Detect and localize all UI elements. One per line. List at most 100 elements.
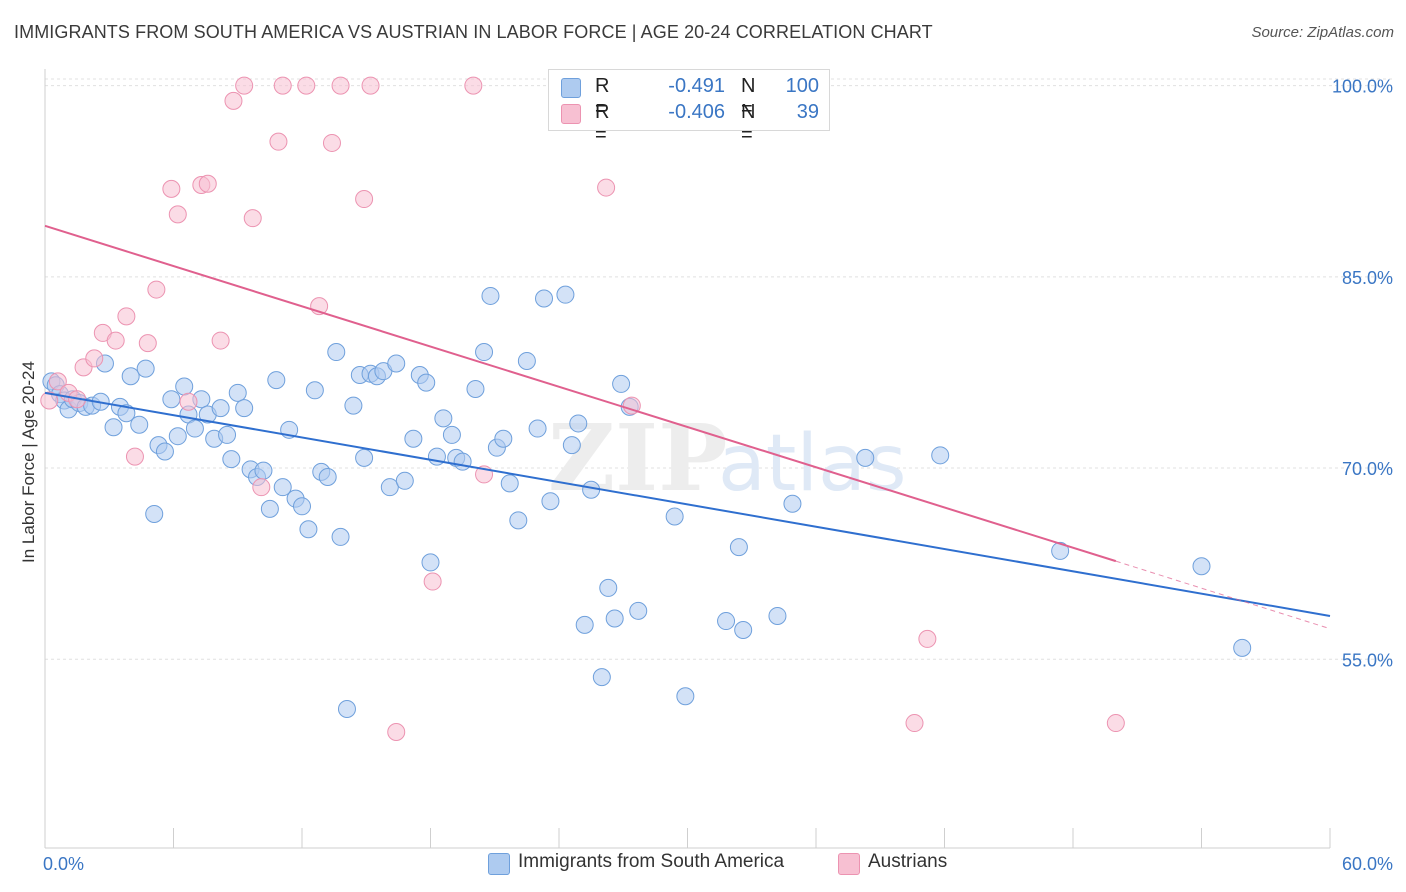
pink-point xyxy=(464,76,483,95)
pink-point xyxy=(117,307,136,326)
x-tick-label: 60.0% xyxy=(1342,854,1393,874)
blue-point xyxy=(355,448,374,467)
blue-point xyxy=(254,461,273,480)
watermark: ZIP atlas xyxy=(548,404,907,512)
blue-point xyxy=(117,404,136,423)
legend-n-value: 39 xyxy=(796,101,819,123)
grid-layer xyxy=(45,78,1392,660)
pink-point xyxy=(322,133,341,152)
blue-point xyxy=(404,429,423,448)
blue-point xyxy=(528,419,547,438)
legend-swatch-blue xyxy=(561,78,581,98)
blue-point xyxy=(337,700,356,719)
pink-trendline-extension xyxy=(1115,560,1331,630)
pink-point xyxy=(597,178,616,197)
pink-point xyxy=(269,132,288,151)
blue-point xyxy=(556,285,575,304)
pink-point xyxy=(297,76,316,95)
blue-point xyxy=(665,507,684,526)
blue-point xyxy=(222,450,241,469)
bottom-legend-swatch-blue xyxy=(488,853,510,875)
blue-point xyxy=(218,425,237,444)
pink-point xyxy=(48,372,67,391)
blue-point xyxy=(273,478,292,497)
bottom-legend-label: Austrians xyxy=(868,851,948,872)
blue-point xyxy=(267,371,286,390)
pink-point xyxy=(1106,714,1125,733)
blue-point xyxy=(130,415,149,434)
pink-trendline xyxy=(44,224,1117,563)
chart-title: IMMIGRANTS FROM SOUTH AMERICA VS AUSTRIA… xyxy=(14,22,933,42)
blue-point xyxy=(500,474,519,493)
pink-point xyxy=(106,331,125,350)
blue-point xyxy=(305,381,324,400)
bottom-legend-label: Immigrants from South America xyxy=(518,851,785,872)
blue-point xyxy=(535,289,554,308)
blue-point xyxy=(211,399,230,418)
chart-source: Source: ZipAtlas.com xyxy=(1251,24,1394,41)
blue-point xyxy=(421,553,440,572)
blue-point xyxy=(676,687,695,706)
blue-point xyxy=(569,414,588,433)
legend-r-label: R = xyxy=(595,101,610,146)
legend-n-label: N = xyxy=(741,101,756,146)
blue-point xyxy=(541,492,560,511)
blue-point xyxy=(121,367,140,386)
pink-point xyxy=(235,76,254,95)
pink-point xyxy=(40,391,59,410)
legend-n-value: 100 xyxy=(785,75,819,97)
blue-point xyxy=(145,504,164,523)
blue-point xyxy=(612,374,631,393)
pink-point xyxy=(387,722,406,741)
blue-point xyxy=(104,418,123,437)
blue-point xyxy=(466,380,485,399)
pink-point xyxy=(252,478,271,497)
blue-point xyxy=(1192,557,1211,576)
legend-r-value: -0.406 xyxy=(668,101,725,123)
pink-point xyxy=(179,392,198,411)
blue-point xyxy=(1051,541,1070,560)
blue-point xyxy=(931,446,950,465)
blue-trendline xyxy=(44,391,1331,617)
pink-point xyxy=(243,209,262,228)
blue-point xyxy=(155,442,174,461)
blue-point xyxy=(442,425,461,444)
legend-swatch-pink xyxy=(561,104,581,124)
bottom-legend-swatch-pink xyxy=(838,853,860,875)
blue-point xyxy=(599,578,618,597)
pink-point xyxy=(331,76,350,95)
blue-point xyxy=(494,429,513,448)
blue-point xyxy=(331,527,350,546)
blue-point xyxy=(235,399,254,418)
blue-point xyxy=(592,668,611,687)
pink-point xyxy=(423,572,442,591)
blue-point xyxy=(327,343,346,362)
blue-point xyxy=(380,478,399,497)
pink-point xyxy=(125,447,144,466)
pink-point xyxy=(211,331,230,350)
y-tick-label: 100.0% xyxy=(1332,77,1393,97)
blue-point xyxy=(582,480,601,499)
blue-point xyxy=(729,538,748,557)
pink-point xyxy=(198,174,217,193)
pink-point xyxy=(905,714,924,733)
blue-point xyxy=(417,373,436,392)
blue-point xyxy=(1233,638,1252,657)
x-tick-label: 0.0% xyxy=(43,854,84,874)
y-axis-label: In Labor Force | Age 20-24 xyxy=(19,361,38,563)
blue-point xyxy=(453,452,472,471)
blue-point xyxy=(783,494,802,513)
blue-point xyxy=(168,427,187,446)
y-tick-label: 85.0% xyxy=(1342,268,1393,288)
pink-point xyxy=(85,349,104,368)
axis-layer: 55.0% 70.0% 85.0% 100.0% 0.0% 60.0% xyxy=(43,69,1393,874)
watermark-atlas: atlas xyxy=(718,419,907,509)
blue-point xyxy=(575,615,594,634)
pink-point xyxy=(168,205,187,224)
blue-point xyxy=(509,511,528,530)
blue-point xyxy=(734,620,753,639)
blue-point xyxy=(395,471,414,490)
blue-point xyxy=(185,419,204,438)
y-tick-label: 55.0% xyxy=(1342,650,1393,670)
